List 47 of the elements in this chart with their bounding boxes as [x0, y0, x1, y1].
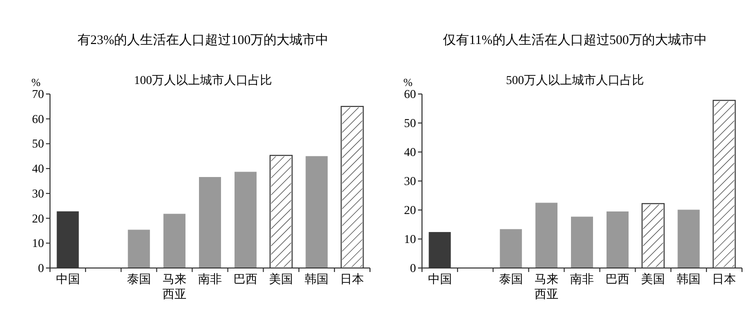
bar [163, 214, 186, 268]
y-tick-label: 60 [32, 112, 44, 126]
y-tick-label: 30 [404, 174, 416, 188]
x-tick-label: 巴西 [234, 272, 258, 286]
chart-title: 有23%的人生活在人口超过100万的大城市中 [77, 32, 329, 47]
y-tick-label: 30 [32, 186, 44, 200]
bar [570, 216, 594, 268]
y-tick-label: 40 [32, 162, 44, 176]
x-tick-label: 韩国 [304, 272, 329, 286]
x-tick-label: 马来西亚 [534, 272, 558, 301]
x-tick-label: 韩国 [676, 272, 701, 286]
x-tick-label: 中国 [428, 272, 452, 286]
y-axis-title: % [403, 77, 413, 89]
bar [234, 172, 257, 268]
x-tick-label: 日本 [340, 272, 364, 286]
bar [500, 229, 522, 268]
y-tick-label: 10 [404, 232, 416, 246]
y-tick-label: 40 [404, 145, 416, 159]
bar [606, 211, 629, 268]
x-tick-label: 巴西 [606, 272, 630, 286]
chart-title: 仅有11%的人生活在人口超过500万的大城市中 [443, 32, 707, 47]
x-tick-label: 南非 [198, 272, 222, 286]
y-tick-label: 0 [410, 261, 416, 275]
x-tick-label: 日本 [712, 272, 736, 286]
bar [535, 202, 558, 268]
y-tick-label: 70 [32, 87, 44, 101]
y-tick-label: 50 [404, 116, 416, 130]
x-tick-label: 美国 [269, 272, 294, 286]
bar [128, 230, 150, 268]
x-tick-label: 南非 [570, 272, 594, 286]
chart-subtitle: 500万人以上城市人口占比 [506, 73, 644, 87]
y-axis-title: % [31, 77, 41, 89]
chart-subtitle: 100万人以上城市人口占比 [134, 73, 272, 87]
y-tick-label: 20 [404, 203, 416, 217]
bar [198, 177, 222, 268]
x-tick-label: 美国 [641, 272, 666, 286]
y-tick-label: 0 [38, 261, 44, 275]
x-tick-label: 泰国 [498, 272, 523, 286]
y-tick-label: 60 [404, 87, 416, 101]
x-tick-label: 中国 [56, 272, 80, 286]
y-tick-label: 50 [32, 136, 44, 151]
y-tick-label: 10 [32, 236, 44, 250]
x-tick-label: 马来西亚 [162, 272, 186, 301]
bar [678, 210, 700, 268]
y-tick-label: 20 [32, 211, 44, 226]
bar [306, 156, 328, 268]
x-tick-label: 泰国 [126, 272, 151, 286]
